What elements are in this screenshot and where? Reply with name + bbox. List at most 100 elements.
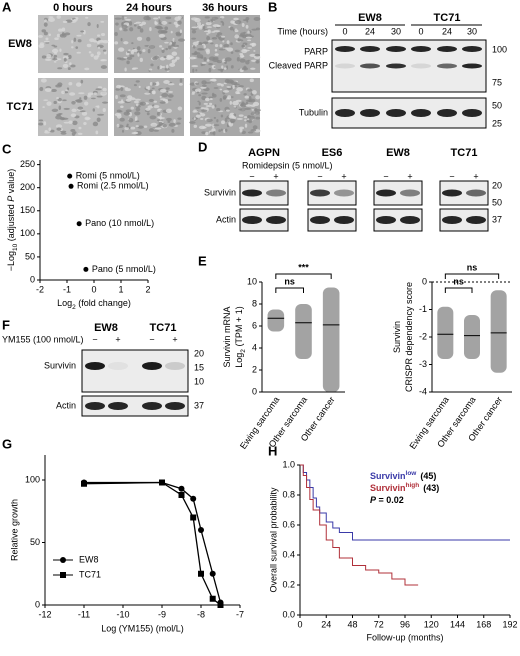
cell <box>137 52 140 57</box>
cell <box>243 93 247 96</box>
cell <box>192 68 195 73</box>
cell <box>236 87 244 92</box>
cell <box>148 98 154 102</box>
cell <box>177 106 183 111</box>
band <box>266 216 286 224</box>
cell <box>221 35 226 38</box>
cell <box>151 87 155 90</box>
cell <box>123 111 131 116</box>
cell <box>51 108 59 112</box>
cell <box>254 108 258 112</box>
cell <box>133 24 137 27</box>
cell <box>138 85 141 88</box>
cell <box>220 20 224 23</box>
cell <box>216 60 223 64</box>
cell <box>204 16 210 19</box>
cell <box>189 121 196 124</box>
cell <box>67 54 72 60</box>
cell <box>160 88 167 93</box>
band-label: Actin <box>216 214 236 224</box>
cell <box>147 48 151 54</box>
cell <box>63 107 70 110</box>
cell <box>157 29 164 34</box>
cell <box>134 116 138 121</box>
cell <box>191 65 199 68</box>
cell <box>164 26 169 31</box>
band <box>85 362 105 370</box>
cell <box>56 33 60 38</box>
cell <box>83 121 87 126</box>
cell <box>39 42 45 46</box>
cell <box>43 31 48 36</box>
cell <box>247 131 254 134</box>
cell <box>48 127 52 132</box>
cell <box>58 105 62 111</box>
cell <box>115 94 118 100</box>
cell <box>65 89 68 92</box>
cell <box>131 42 134 45</box>
point <box>83 266 89 272</box>
label-part: Survivin mRNA <box>222 306 232 367</box>
y-tick-label: 50 <box>25 251 35 261</box>
cell <box>161 49 165 53</box>
cell <box>164 67 170 71</box>
cell <box>153 104 160 109</box>
label-part: (TPM + 1) <box>234 306 244 349</box>
cell <box>55 124 63 128</box>
cell <box>216 34 220 38</box>
cell <box>149 115 157 120</box>
dot-cloud <box>437 306 454 359</box>
cell <box>209 78 217 82</box>
y-tick-label: 1.0 <box>282 459 295 469</box>
cell <box>213 30 221 33</box>
cell <box>213 66 216 68</box>
cell <box>43 121 47 126</box>
band <box>242 189 262 197</box>
cell <box>114 17 122 20</box>
y-tick-label: 250 <box>20 159 35 169</box>
y-tick-label: 100 <box>20 228 35 238</box>
cell <box>97 39 105 43</box>
cell <box>224 128 228 133</box>
cell <box>203 102 209 105</box>
cell-line: AGPN <box>248 147 280 159</box>
cell <box>251 109 255 111</box>
cell <box>239 52 244 55</box>
sign: − <box>449 171 454 181</box>
legend-n: (43) <box>423 483 439 493</box>
cell <box>179 29 183 34</box>
column-header: 24 hours <box>126 2 172 14</box>
size-marker: 50 <box>492 197 502 207</box>
cell <box>217 37 221 39</box>
cell <box>224 78 230 84</box>
cell <box>54 37 59 41</box>
sign: + <box>115 334 120 344</box>
cell <box>62 99 67 102</box>
cell <box>245 16 250 21</box>
sign: + <box>172 334 177 344</box>
cell <box>37 34 43 38</box>
cell <box>175 33 182 37</box>
label-part: = 0.02 <box>376 495 404 505</box>
cell <box>71 46 74 49</box>
cell <box>121 15 125 20</box>
cell <box>162 98 168 102</box>
cell <box>114 112 122 117</box>
cell <box>46 101 52 106</box>
cell <box>78 92 85 95</box>
cell <box>161 47 164 51</box>
band <box>310 216 330 224</box>
legend-label: EW8 <box>79 554 99 564</box>
x-tick-label: 2 <box>145 284 150 294</box>
sign: − <box>92 334 97 344</box>
panel-label: E <box>198 253 207 268</box>
band <box>400 216 420 224</box>
cell <box>171 128 175 133</box>
cell <box>48 17 55 22</box>
cell <box>177 117 182 120</box>
cell <box>228 121 231 126</box>
cell <box>87 22 91 27</box>
cell <box>192 41 199 46</box>
legend-marker <box>60 557 66 563</box>
